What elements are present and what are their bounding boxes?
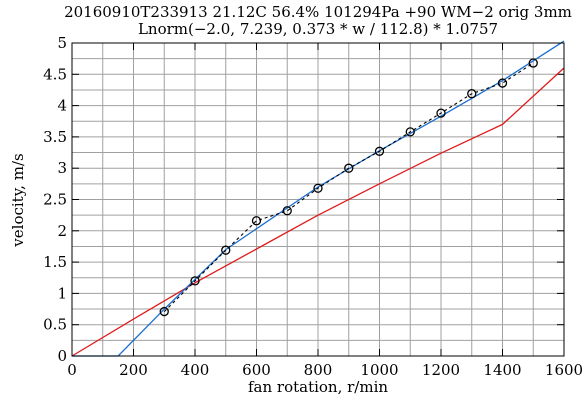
chart-subtitle: Lnorm(−2.0, 7.239, 0.373 * w / 112.8) * … (138, 20, 498, 38)
series (71, 40, 565, 357)
data-point (221, 245, 231, 255)
y-axis-label: velocity, m/s (9, 153, 27, 247)
x-tick-label: 1400 (483, 361, 521, 379)
y-tick-label: 4 (57, 97, 67, 115)
grid (71, 42, 565, 357)
x-tick-label: 200 (119, 361, 148, 379)
y-tick-label: 3.5 (43, 128, 67, 146)
data-point (251, 216, 262, 226)
x-tick-label: 1600 (545, 361, 583, 379)
data-point (190, 276, 200, 286)
series-line-solid (71, 67, 565, 357)
chart-title: 20160910T233913 21.12C 56.4% 101294Pa +9… (64, 3, 572, 21)
x-tick-label: 600 (242, 361, 271, 379)
data-point (436, 108, 446, 118)
data-point (528, 58, 538, 68)
y-tick-label: 3 (57, 159, 67, 177)
data-point (467, 89, 477, 99)
data-point (374, 146, 385, 156)
y-tick-label: 0.5 (43, 316, 67, 334)
y-tick-label: 2.5 (43, 191, 67, 209)
data-point (344, 163, 354, 173)
x-axis-label: fan rotation, r/min (248, 378, 388, 396)
series-line-solid (72, 40, 565, 357)
y-tick-label: 4.5 (43, 65, 67, 83)
x-tick-label: 400 (181, 361, 210, 379)
plot-frame (71, 42, 565, 357)
series-line-dashed-circles (163, 62, 534, 312)
x-tick-label: 1000 (360, 361, 398, 379)
x-tick-label: 0 (67, 361, 77, 379)
y-tick-label: 1 (57, 284, 67, 302)
y-tick-label: 0 (57, 347, 67, 365)
data-point (497, 78, 508, 88)
y-tick-label: 1.5 (43, 253, 67, 271)
data-point (159, 306, 169, 317)
x-tick-labels: 0 200 400 600 800 1000 1200 1400 1600 (67, 361, 583, 379)
data-point (313, 183, 323, 193)
y-tick-labels: 0 0.5 1 1.5 2 2.5 3 3.5 4 4.5 5 (43, 34, 67, 365)
data-point (282, 206, 292, 216)
y-tick-label: 5 (57, 34, 67, 52)
x-tick-label: 1200 (422, 361, 460, 379)
y-tick-label: 2 (57, 222, 67, 240)
data-point (405, 127, 415, 137)
x-tick-label: 800 (304, 361, 333, 379)
